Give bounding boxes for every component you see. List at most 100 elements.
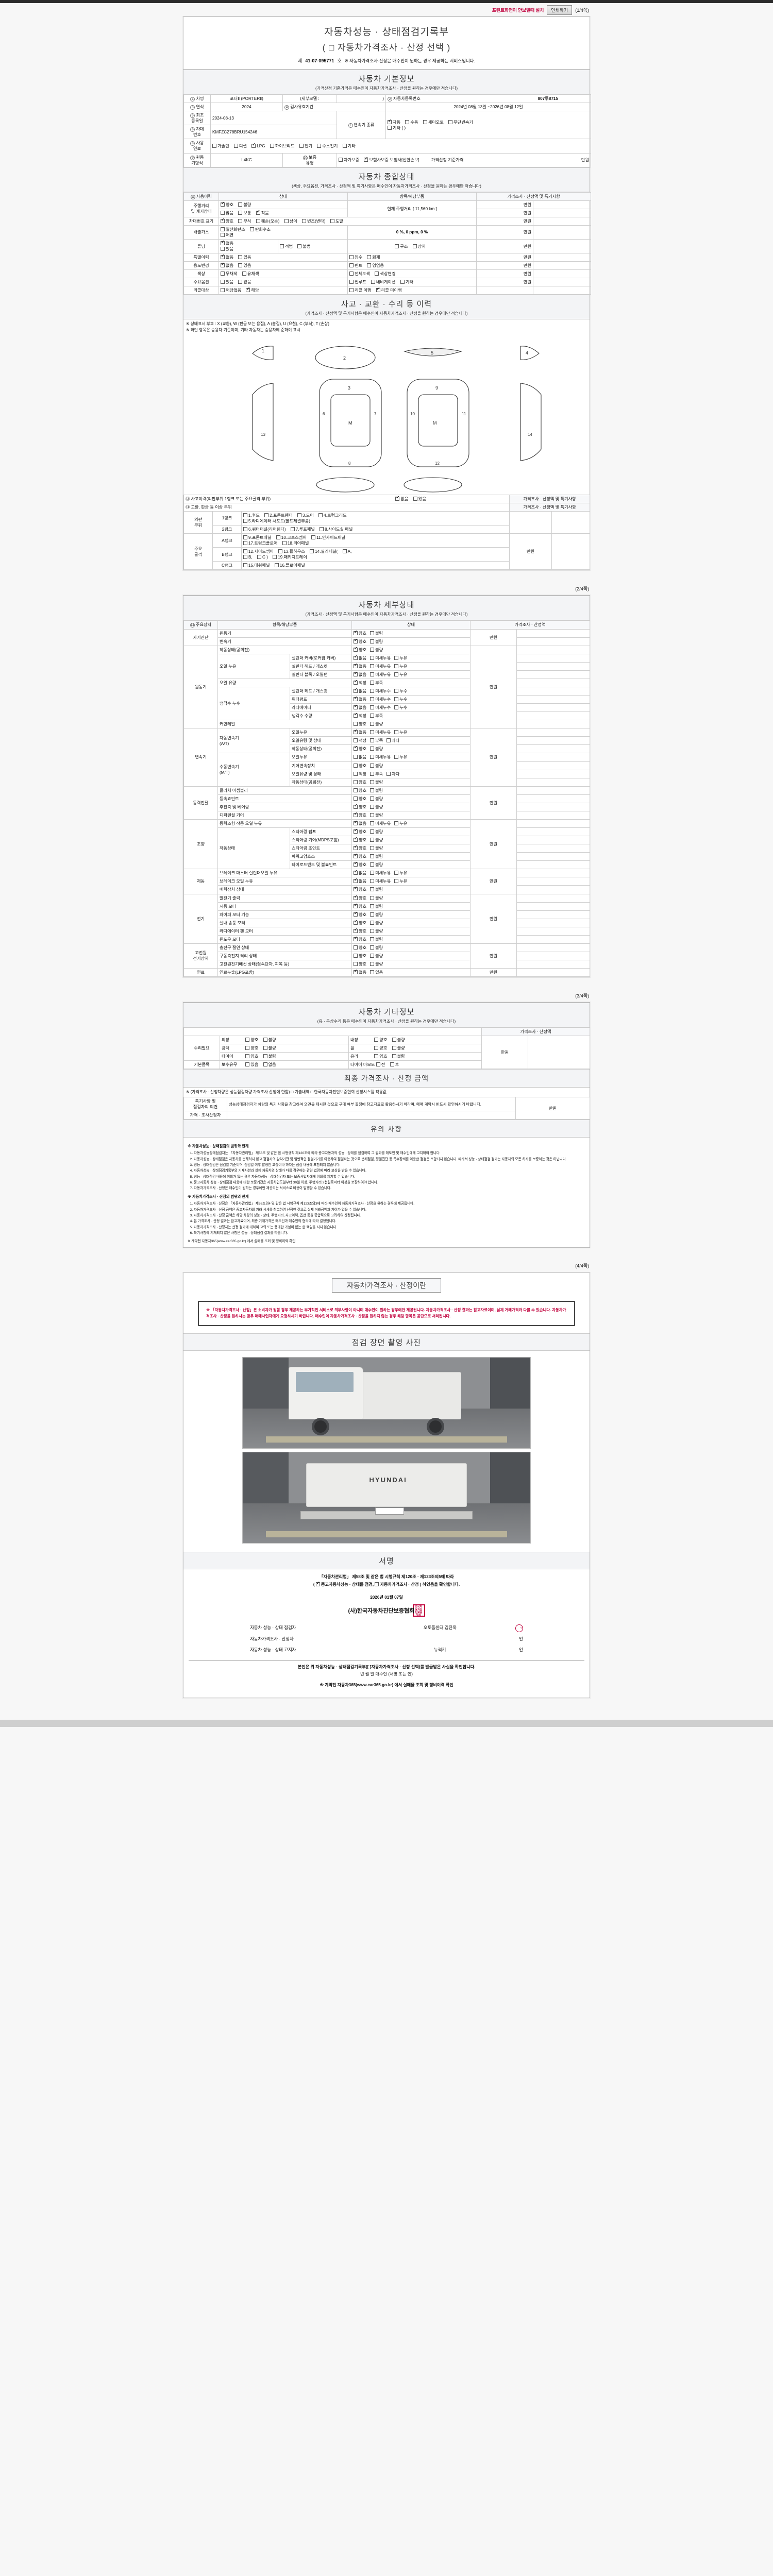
detail-option[interactable]: 불량 — [370, 721, 383, 727]
detail-option[interactable]: 미세누유 — [370, 754, 391, 760]
detail-option[interactable]: 불량 — [370, 912, 383, 918]
detail-option[interactable]: 미세누유 — [370, 672, 391, 677]
detail-option[interactable]: 누수 — [394, 688, 407, 694]
warranty-opt-insurer[interactable]: 보험사보증 보험사[신한손보] — [364, 157, 419, 163]
fuel-opt-gasoline[interactable]: 가솔린 — [212, 143, 229, 149]
polish-bad[interactable]: 불량 — [263, 1045, 276, 1051]
detail-option[interactable]: 없음 — [354, 696, 366, 702]
detail-option[interactable]: 미세누수 — [370, 705, 391, 710]
detail-option[interactable]: 미세누유 — [370, 664, 391, 669]
emission-opt-smoke[interactable]: 매연 — [221, 232, 233, 238]
detail-option[interactable]: 없음 — [354, 969, 366, 975]
mileage-opt-normal[interactable]: 보통 — [238, 210, 251, 216]
part-radiator-support[interactable]: 5.라디에이터 서포트(볼트체결부품) — [243, 518, 310, 524]
detail-option[interactable]: 과다 — [386, 738, 399, 743]
vin-opt-corrosion[interactable]: 부식 — [238, 218, 251, 224]
vin-opt-erased[interactable]: 도말 — [330, 218, 343, 224]
part-front-panel[interactable]: 9.프론트패널 — [243, 535, 272, 540]
detail-option[interactable]: 양호 — [354, 721, 366, 727]
detail-option[interactable]: 누유 — [394, 672, 407, 677]
detail-option[interactable]: 없음 — [354, 870, 366, 876]
detail-option[interactable]: 양호 — [354, 928, 366, 934]
part-trunk-lid[interactable]: 4.트렁크리드 — [318, 513, 347, 518]
color-opt-achromatic[interactable]: 무채색 — [221, 271, 238, 277]
fuel-opt-electric[interactable]: 전기 — [299, 143, 312, 149]
detail-option[interactable]: 불량 — [370, 961, 383, 967]
part-side-member[interactable]: 12.사이드멤버 — [243, 549, 274, 554]
options-opt-etc[interactable]: 기타 — [400, 279, 413, 285]
usechange-opt-rent[interactable]: 렌트 — [349, 263, 362, 268]
mileage-opt-bad[interactable]: 불량 — [238, 202, 251, 208]
detail-option[interactable]: 불량 — [370, 895, 383, 901]
basic-yes[interactable]: 있음 — [245, 1062, 258, 1067]
detail-option[interactable]: 누수 — [394, 705, 407, 710]
glass-bad[interactable]: 불량 — [392, 1054, 405, 1059]
detail-option[interactable]: 불량 — [370, 837, 383, 843]
part-wheel-house[interactable]: 13.휠하우스 — [278, 549, 305, 554]
tire-bad[interactable]: 불량 — [263, 1054, 276, 1059]
detail-option[interactable]: 누유 — [394, 821, 407, 826]
detail-option[interactable]: 양호 — [354, 745, 366, 752]
special-opt-none[interactable]: 없음 — [221, 254, 233, 260]
fuel-opt-diesel[interactable]: 디젤 — [233, 143, 247, 149]
part-trunk-floor[interactable]: 17.트렁크플로어 — [243, 540, 278, 546]
basic-no[interactable]: 없음 — [263, 1062, 276, 1067]
detail-option[interactable]: 양호 — [354, 945, 366, 951]
trans-opt-auto[interactable]: 자동 — [388, 119, 400, 125]
polish-good[interactable]: 양호 — [245, 1045, 258, 1051]
trans-opt-cvt[interactable]: 무단변속기 — [448, 120, 473, 125]
detail-option[interactable]: 양호 — [354, 911, 366, 918]
detail-option[interactable]: 불량 — [370, 796, 383, 802]
tire-good[interactable]: 양호 — [245, 1054, 258, 1059]
detail-option[interactable]: 없음 — [354, 655, 366, 661]
detail-option[interactable]: 부족 — [370, 713, 383, 719]
special-opt-yes[interactable]: 있음 — [238, 255, 251, 260]
detail-option[interactable]: 양호 — [354, 638, 366, 645]
detail-option[interactable]: 양호 — [354, 630, 366, 636]
detail-option[interactable]: 부족 — [370, 680, 383, 686]
tuning-opt-none[interactable]: 없음 — [221, 240, 233, 246]
detail-option[interactable]: 적정 — [354, 713, 366, 719]
wheel-bad[interactable]: 불량 — [392, 1045, 405, 1051]
print-button[interactable]: 인쇄하기 — [547, 5, 573, 15]
detail-option[interactable]: 양호 — [354, 788, 366, 793]
fuel-opt-other[interactable]: 기타 — [342, 143, 356, 149]
detail-option[interactable]: 없음 — [354, 663, 366, 669]
wheel-good[interactable]: 양호 — [374, 1045, 387, 1051]
detail-option[interactable]: 누유 — [394, 655, 407, 661]
detail-option[interactable]: 누유 — [394, 664, 407, 669]
options-opt-nav[interactable]: 네비게이션 — [371, 279, 396, 285]
detail-option[interactable]: 불량 — [370, 928, 383, 934]
detail-option[interactable]: 미세누유 — [370, 878, 391, 884]
usechange-opt-yes[interactable]: 있음 — [238, 263, 251, 268]
color-opt-chromatic[interactable]: 유채색 — [242, 271, 259, 277]
emission-opt-co[interactable]: 일산화탄소 — [221, 227, 245, 232]
detail-option[interactable]: 양호 — [354, 853, 366, 859]
accident-opt-none[interactable]: 없음 — [395, 496, 409, 502]
part-side-sill-panel[interactable]: 8.사이드실 패널 — [320, 527, 352, 532]
interior-bad[interactable]: 불량 — [392, 1037, 405, 1043]
part-inside-panel[interactable]: 11.인사이드패널 — [311, 535, 345, 540]
detail-option[interactable]: 양호 — [354, 920, 366, 926]
part-rear-panel[interactable]: 18.리어패널 — [282, 540, 309, 546]
detail-option[interactable]: 불량 — [370, 631, 383, 636]
detail-option[interactable]: 누유 — [394, 730, 407, 735]
detail-option[interactable]: 불량 — [370, 953, 383, 959]
detail-option[interactable]: 양호 — [354, 812, 366, 818]
detail-option[interactable]: 없음 — [354, 671, 366, 677]
special-opt-fire[interactable]: 화재 — [367, 255, 380, 260]
detail-option[interactable]: 양호 — [354, 886, 366, 892]
part-pillar-b[interactable]: B, — [243, 554, 253, 560]
fuel-opt-hydrogen[interactable]: 수소전기 — [317, 143, 338, 149]
tuning-opt-illegal[interactable]: 불법 — [297, 244, 310, 249]
part-pillar-panel[interactable]: 14.필러패널( — [310, 549, 338, 554]
detail-option[interactable]: 없음 — [354, 704, 366, 710]
part-front-fender[interactable]: 2.프론트휀더 — [264, 513, 293, 518]
detail-option[interactable]: 양호 — [354, 763, 366, 769]
special-opt-flood[interactable]: 침수 — [349, 255, 362, 260]
fuel-opt-lpg[interactable]: LPG — [251, 143, 265, 149]
detail-option[interactable]: 불량 — [370, 845, 383, 851]
detail-option[interactable]: 미세누유 — [370, 730, 391, 735]
part-cross-member[interactable]: 10.크로스멤버 — [276, 535, 307, 540]
emission-opt-hc[interactable]: 탄화수소 — [249, 227, 271, 232]
